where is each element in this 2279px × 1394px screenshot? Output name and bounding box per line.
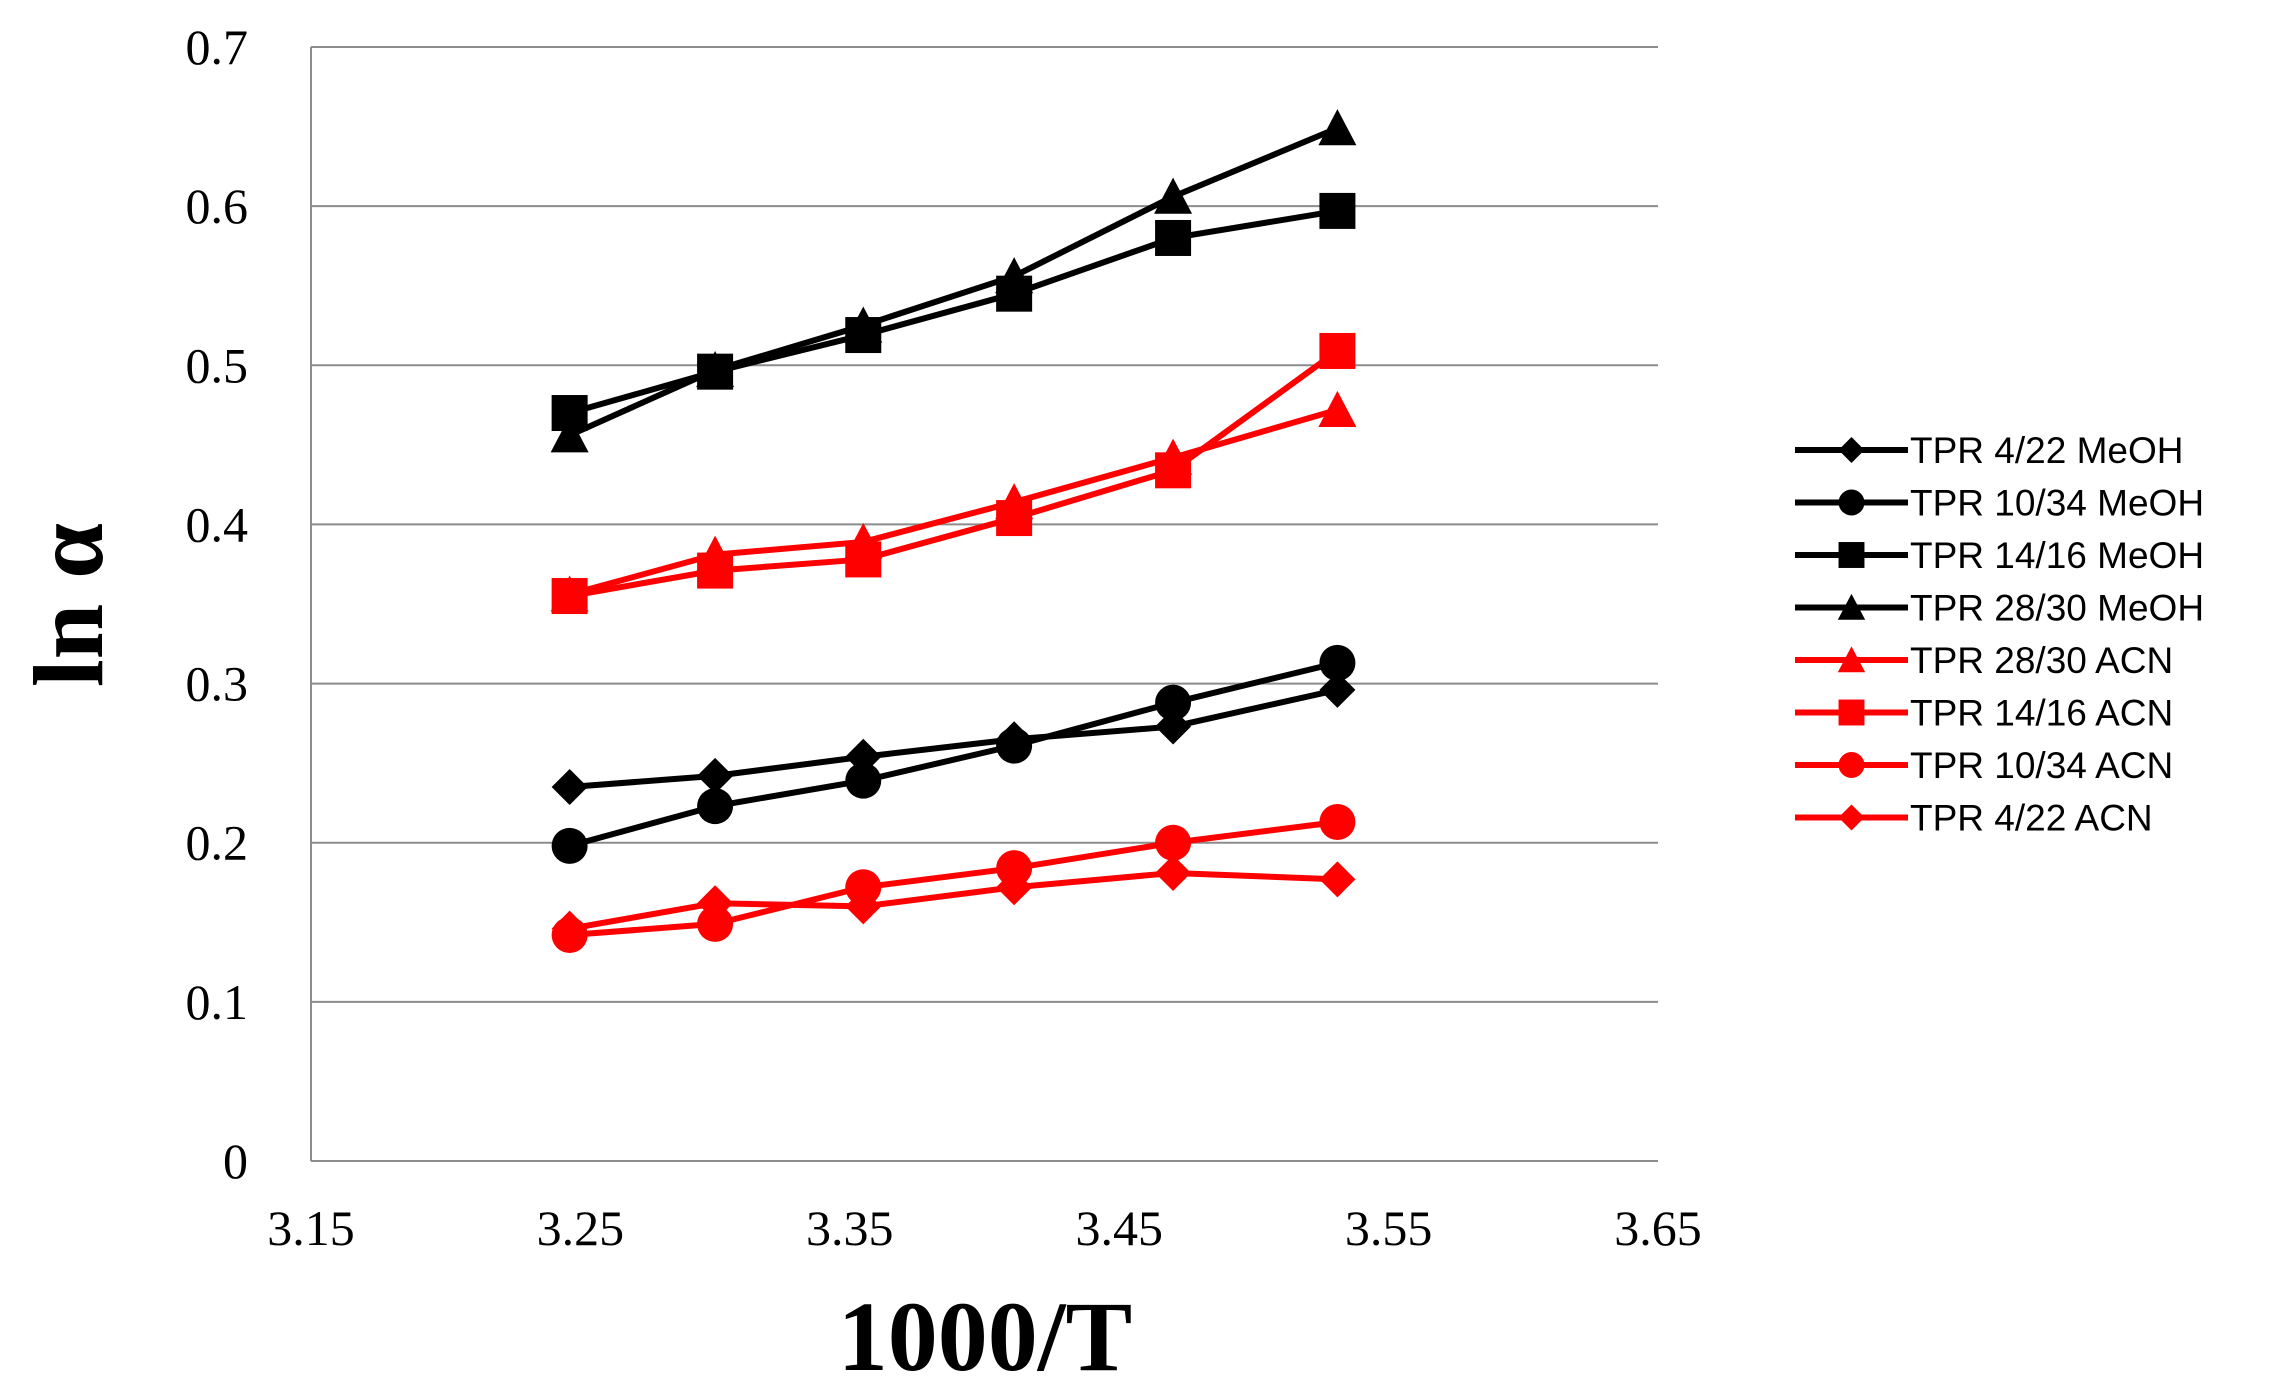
legend-swatch-marker — [1837, 593, 1866, 620]
legend-item: TPR 10/34 ACN — [1795, 745, 2173, 786]
data-point — [551, 910, 588, 947]
legend-swatch-marker — [1838, 752, 1865, 778]
y-tick-label: 0.1 — [186, 974, 249, 1030]
y-tick-label: 0 — [223, 1133, 248, 1189]
series-3 — [551, 192, 1356, 432]
legend-swatch-marker — [1838, 542, 1865, 568]
legend-label: TPR 10/34 ACN — [1910, 745, 2173, 786]
legend-label: TPR 14/16 MeOH — [1910, 535, 2204, 576]
x-tick-label: 3.45 — [1075, 1200, 1163, 1256]
data-point — [1319, 804, 1356, 841]
legend-label: TPR 28/30 ACN — [1910, 640, 2173, 681]
y-tick-label: 0.7 — [186, 19, 249, 75]
legend-item: TPR 10/34 MeOH — [1795, 483, 2204, 524]
data-point — [1318, 390, 1357, 427]
data-point — [1154, 177, 1193, 214]
data-point — [1319, 861, 1356, 898]
y-tick-label: 0.4 — [186, 496, 249, 552]
series-1 — [551, 671, 1356, 806]
y-tick-label: 0.5 — [186, 337, 249, 393]
legend-swatch-marker — [1838, 489, 1865, 516]
data-point — [844, 306, 883, 343]
data-point — [996, 850, 1033, 887]
legend-swatch-marker — [1838, 699, 1865, 726]
series-line — [568, 125, 1339, 439]
series-line — [568, 659, 1339, 849]
data-point — [845, 762, 882, 799]
series-6 — [551, 332, 1356, 615]
legend-swatch-marker — [1838, 437, 1865, 463]
data-point — [845, 888, 882, 925]
data-point — [1319, 644, 1356, 681]
legend-item: TPR 4/22 MeOH — [1795, 430, 2183, 471]
x-axis-title: 1000/T — [838, 1281, 1132, 1392]
series-line — [569, 819, 1338, 939]
y-tick-label: 0.2 — [186, 815, 249, 871]
legend-item: TPR 14/16 MeOH — [1795, 535, 2204, 576]
x-tick-label: 3.55 — [1345, 1200, 1433, 1256]
y-axis-title: ln α — [13, 523, 124, 687]
legend-label: TPR 4/22 MeOH — [1910, 430, 2183, 471]
legend-item: TPR 4/22 ACN — [1795, 798, 2153, 839]
y-tick-label: 0.3 — [186, 656, 249, 712]
series-line — [569, 687, 1339, 791]
legend: TPR 4/22 MeOH TPR 10/34 MeOH TPR 14/16 MeO… — [1795, 430, 2204, 839]
legend-item: TPR 28/30 MeOH — [1795, 588, 2204, 629]
data-point — [1318, 109, 1357, 146]
data-point — [551, 769, 588, 806]
data-point — [697, 757, 734, 794]
data-point — [996, 727, 1033, 764]
data-point — [1155, 854, 1192, 891]
grid-lines — [311, 46, 1658, 1003]
data-point — [1319, 192, 1356, 229]
series-7 — [551, 804, 1356, 954]
data-point — [551, 827, 588, 864]
series-line — [569, 348, 1340, 599]
series-8 — [551, 854, 1356, 947]
data-point — [697, 788, 734, 825]
legend-item: TPR 28/30 ACN — [1795, 640, 2173, 681]
legend-label: TPR 14/16 ACN — [1910, 693, 2173, 734]
data-point — [1319, 332, 1356, 369]
x-tick-label: 3.25 — [537, 1200, 625, 1256]
data-point — [1155, 452, 1192, 489]
data-point — [697, 885, 734, 922]
data-point — [845, 869, 882, 906]
axes: 0 0.1 0.2 0.3 0.4 0.5 0.6 0.7 3.15 3.25 3.35 3.45 3.… — [186, 19, 1702, 1256]
x-tick-label: 3.65 — [1614, 1200, 1702, 1256]
x-tick-label: 3.35 — [806, 1200, 894, 1256]
data-point — [996, 500, 1033, 537]
data-point — [1155, 219, 1192, 256]
legend-item: TPR 14/16 ACN — [1795, 693, 2173, 734]
data-point — [696, 351, 735, 388]
series-line — [569, 869, 1338, 932]
data-point — [697, 905, 734, 942]
series-2 — [551, 644, 1356, 864]
data-point — [551, 578, 588, 615]
data-point — [550, 416, 589, 453]
legend-swatch-marker — [1837, 646, 1866, 673]
legend-label: TPR 10/34 MeOH — [1910, 483, 2204, 524]
data-point — [845, 541, 882, 578]
data-point — [996, 869, 1033, 906]
legend-swatch-marker — [1838, 804, 1865, 831]
data-point — [1155, 684, 1192, 721]
data-point — [1155, 824, 1192, 861]
y-tick-label: 0.6 — [186, 178, 249, 234]
data-point — [697, 552, 734, 589]
x-tick-label: 3.15 — [267, 1200, 355, 1256]
legend-label: TPR 4/22 ACN — [1910, 798, 2153, 839]
series-4 — [550, 109, 1357, 453]
data-point — [1319, 671, 1356, 708]
legend-label: TPR 28/30 MeOH — [1910, 588, 2204, 629]
data-point — [995, 257, 1034, 294]
plot-series — [550, 109, 1357, 954]
